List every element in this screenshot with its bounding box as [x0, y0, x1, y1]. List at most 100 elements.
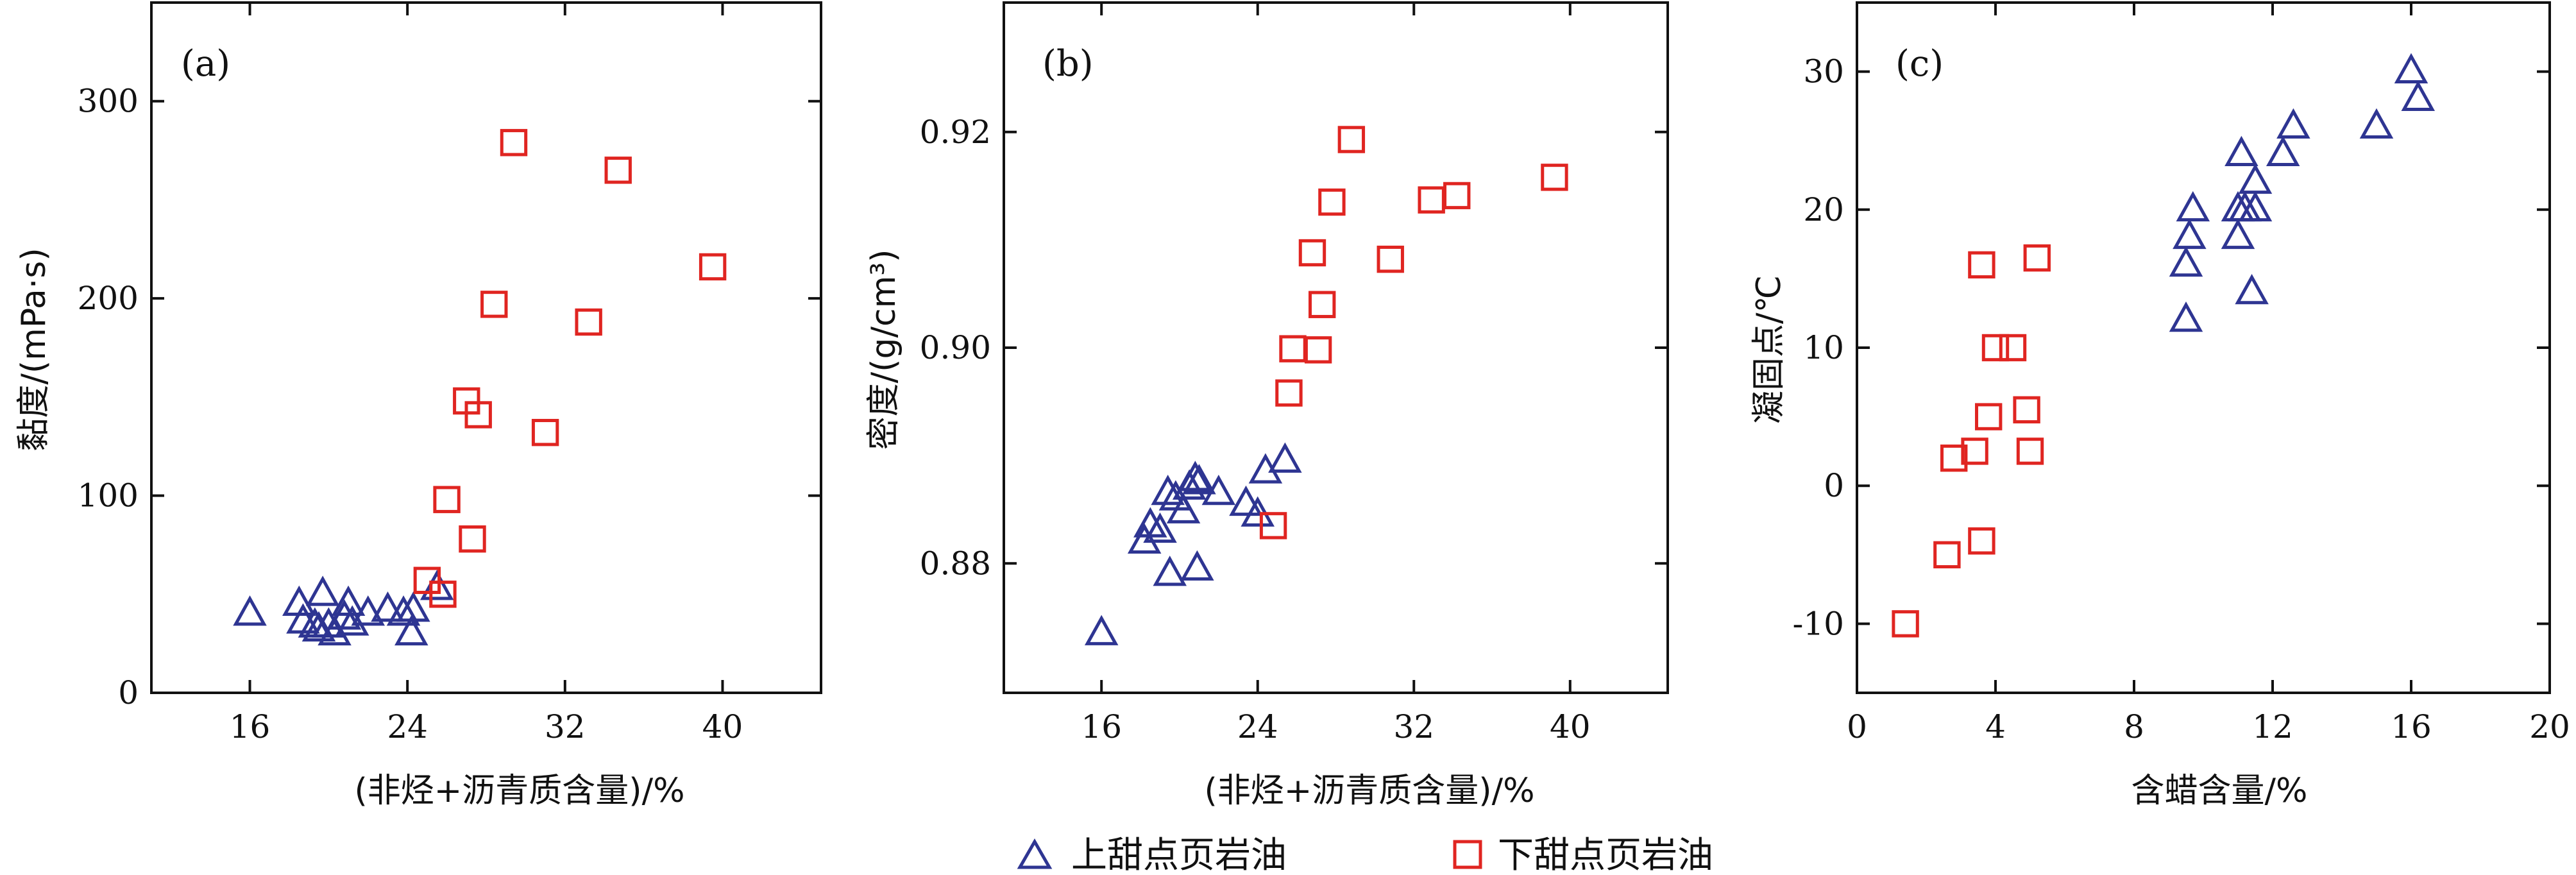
panel-a-upper-point	[233, 595, 267, 626]
panel-c-upper-point	[2221, 218, 2255, 250]
panel-b-x-tick-label: 40	[1550, 708, 1591, 745]
panel-c-lower-point	[2013, 396, 2040, 424]
panel-c-lower-point	[1892, 610, 1919, 638]
panel-b-x-tick-label: 16	[1081, 708, 1122, 745]
panel-b-lower-point	[1318, 188, 1346, 216]
panel-a-x-tick-label: 16	[230, 708, 271, 745]
panel-a-lower-point	[429, 581, 457, 608]
panel-a-y-tick-label: 200	[78, 280, 139, 317]
panel-a-y-tick-label: 300	[78, 83, 139, 120]
panel-c-lower-point	[2023, 244, 2051, 272]
legend-lower-square-marker	[1453, 840, 1482, 869]
legend-upper-triangle-marker	[1017, 838, 1053, 869]
panel-c-upper-point	[2176, 191, 2210, 222]
panel-a-x-tick-label: 24	[387, 708, 428, 745]
panel-b-upper-point	[1151, 475, 1185, 505]
panel-c-y-tick-label: 20	[1803, 191, 1844, 228]
panel-a-upper-point	[419, 570, 454, 600]
panel-b-upper-point	[1182, 464, 1216, 495]
panel-c-x-tick-label: 16	[2391, 708, 2432, 745]
panel-b-y-tick-label: 0.88	[920, 545, 991, 582]
panel-c-upper-point	[2359, 108, 2394, 139]
panel-c-upper-point	[2276, 108, 2310, 139]
panel-a-lower-point	[413, 566, 441, 594]
panel-c-lower-point	[1981, 334, 2010, 362]
panel-a-y-tick-label: 0	[118, 674, 139, 711]
panel-a-upper-point	[394, 615, 428, 646]
panel-a-x-tick-label: 40	[702, 708, 743, 745]
panel-b-x-axis-title: (非烃+沥青质含量)/%	[1204, 772, 1534, 810]
panel-a-upper-point	[301, 611, 336, 641]
panel-a-y-tick-label: 100	[78, 477, 139, 514]
panel-a-upper-point	[371, 591, 405, 622]
panel-b-lower-point	[1443, 182, 1471, 210]
legend: 上甜点页岩油 下甜点页岩油	[1017, 835, 1713, 875]
panel-a-lower-point	[433, 486, 461, 513]
panel-c-lower-point	[1999, 334, 2027, 362]
panel-a-viscosity: (a) (非烃+沥青质含量)/% 黏度/(mPa·s) 16 24 32 40 0 100…	[15, 1, 822, 810]
panel-b-plot-frame	[1003, 1, 1669, 694]
panel-c-upper-point	[2394, 53, 2428, 83]
panel-a-lower-point	[464, 401, 492, 429]
panel-b-upper-point	[1127, 523, 1162, 554]
panel-c-lower-point	[1968, 251, 1996, 279]
panel-b-y-axis-title: 密度/(g/cm³)	[865, 250, 903, 450]
panel-c-lower-point	[2016, 438, 2044, 465]
panel-c-x-tick-label: 0	[1847, 708, 1867, 745]
panel-c-upper-point	[2169, 302, 2203, 332]
panel-b-lower-point	[1541, 164, 1568, 191]
panel-b-lower-point	[1298, 239, 1326, 267]
panel-a-y-axis-title: 黏度/(mPa·s)	[15, 248, 53, 451]
panel-a-lower-point	[480, 291, 508, 318]
panel-a-upper-point	[318, 615, 352, 646]
panel-c-upper-point	[2235, 274, 2269, 305]
panel-a-upper-point	[335, 605, 369, 636]
panel-b-upper-point	[1229, 485, 1263, 516]
panel-b-lower-point	[1259, 512, 1287, 539]
panel-c-upper-point	[2224, 135, 2258, 167]
panel-a-lower-point	[500, 129, 528, 157]
panel-c-y-tick-label: 30	[1803, 53, 1844, 90]
panel-b-upper-point	[1180, 550, 1214, 581]
panel-b-lower-point	[1337, 126, 1366, 153]
panel-b-lower-point	[1279, 335, 1307, 362]
panel-b-lower-point	[1418, 186, 1445, 214]
panel-b-lower-point	[1308, 291, 1336, 318]
panel-c-x-tick-label: 20	[2529, 708, 2570, 745]
panel-c-upper-point	[2238, 163, 2273, 194]
panel-b-upper-point	[1201, 475, 1236, 505]
panel-b-upper-point	[1153, 556, 1187, 586]
panel-c-upper-point	[2173, 218, 2207, 250]
panel-c-y-axis-title: 凝固点/℃	[1750, 275, 1788, 424]
panel-a-plot-frame	[150, 1, 822, 694]
panel-b-lower-point	[1275, 379, 1303, 407]
panel-a-lower-point	[699, 253, 727, 281]
panel-c-y-tick-label: 10	[1803, 329, 1844, 366]
panel-a-x-tick-label: 32	[545, 708, 586, 745]
panel-c-lower-point	[1968, 527, 1996, 555]
panel-a-lower-point	[604, 157, 632, 184]
panel-c-pour-point: (c) 含蜡含量/% 凝固点/℃ 0 4 8 12 16 20 -10 0 10 20 30	[1750, 1, 2570, 810]
panel-c-y-tick-label: 0	[1824, 467, 1844, 504]
panel-c-label: (c)	[1895, 43, 1944, 85]
panel-c-x-tick-label: 12	[2252, 708, 2293, 745]
panel-c-lower-point	[1961, 438, 1988, 465]
panel-c-lower-point	[1940, 444, 1968, 472]
panel-c-upper-point	[2401, 80, 2436, 111]
legend-lower-label: 下甜点页岩油	[1498, 835, 1713, 875]
panel-b-upper-point	[1084, 615, 1119, 645]
panel-a-label: (a)	[181, 43, 230, 85]
panel-c-y-tick-label: -10	[1792, 605, 1844, 642]
panel-c-upper-point	[2266, 135, 2300, 167]
panel-b-upper-point	[1143, 512, 1177, 543]
panel-b-y-tick-label: 0.92	[920, 114, 991, 151]
panel-b-x-tick-label: 24	[1237, 708, 1278, 745]
panel-c-x-tick-label: 8	[2124, 708, 2144, 745]
panel-c-lower-point	[1933, 541, 1961, 568]
panel-a-upper-point	[351, 595, 386, 626]
panel-b-y-tick-label: 0.90	[920, 329, 991, 366]
panel-b-density: (b) (非烃+沥青质含量)/% 密度/(g/cm³) 16 24 32 40 0.88…	[865, 1, 1669, 810]
panel-a-upper-point	[386, 595, 421, 626]
panel-a-lower-point	[531, 418, 559, 446]
panel-c-x-axis-title: 含蜡含量/%	[2131, 772, 2308, 810]
